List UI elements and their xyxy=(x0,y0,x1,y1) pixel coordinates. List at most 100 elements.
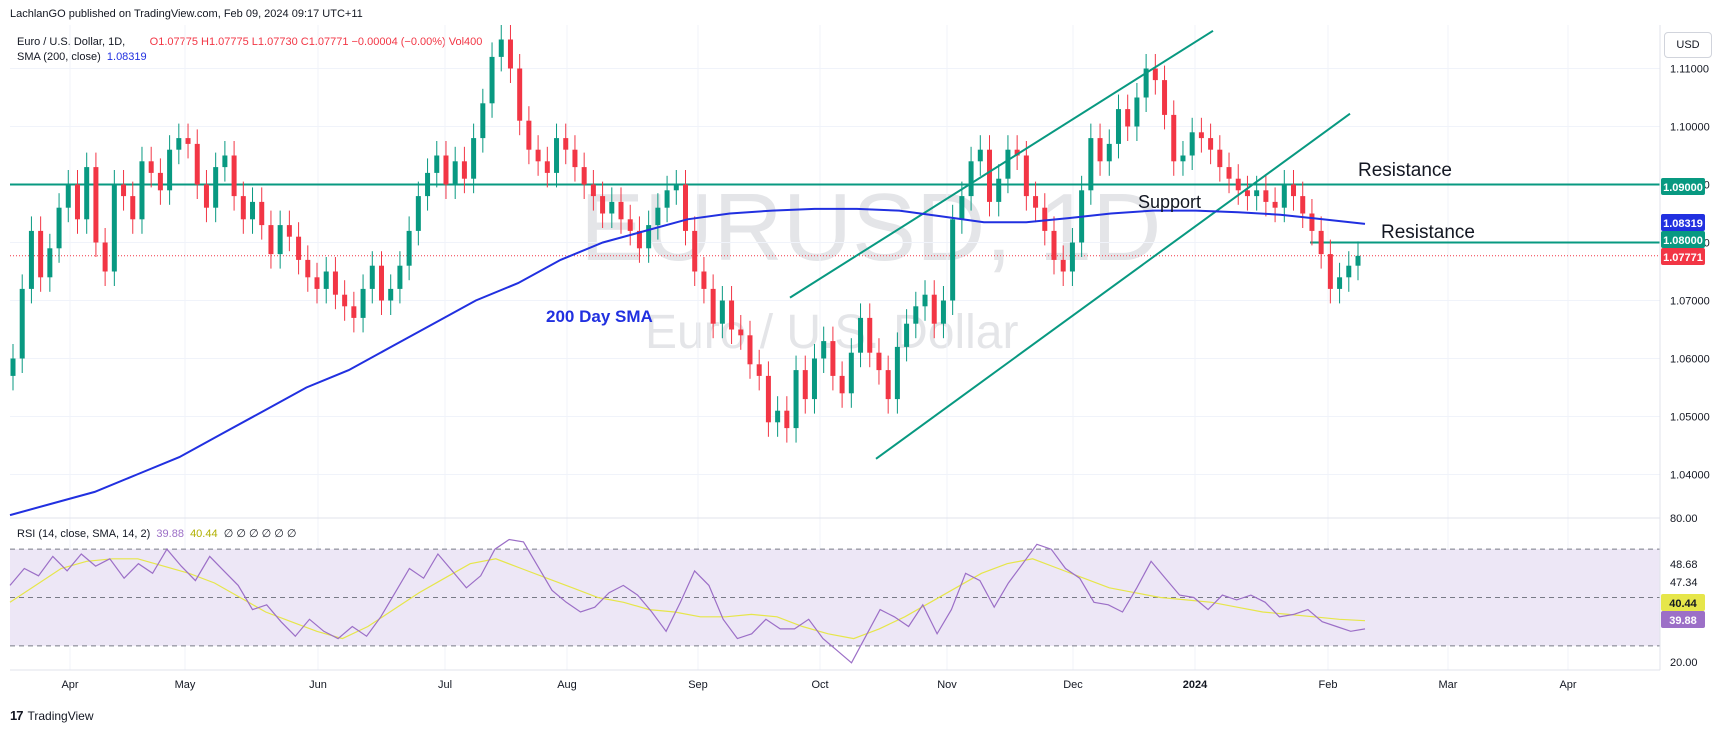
rsi-legend: RSI (14, close, SMA, 14, 2) 39.88 40.44 … xyxy=(17,527,297,540)
time-tick-label: Feb xyxy=(1319,679,1338,691)
candle-body xyxy=(397,265,403,289)
price-axis-label: 1.07771 xyxy=(1663,252,1703,264)
publisher-header: LachlanGO published on TradingView.com, … xyxy=(10,8,363,20)
candle-body xyxy=(84,167,90,220)
candle-body xyxy=(830,341,836,376)
candle-body xyxy=(867,317,873,353)
candle-body xyxy=(775,410,781,423)
rsi-axis[interactable]: 80.00 48.68 47.34 20.00 xyxy=(1670,513,1698,669)
candle-body xyxy=(388,288,394,301)
price-axis-label: 1.08000 xyxy=(1663,235,1703,247)
candle-body xyxy=(102,242,108,272)
candle-body xyxy=(305,259,311,278)
time-tick-label: Jun xyxy=(309,679,327,691)
candle-body xyxy=(1134,97,1140,127)
chart-legend: Euro / U.S. Dollar, 1D, O1.07775 H1.0777… xyxy=(17,35,482,65)
candle-body xyxy=(876,352,882,371)
candle-body xyxy=(111,184,117,272)
annotation-label: Resistance xyxy=(1358,160,1452,181)
tradingview-logo-icon[interactable]: 17 xyxy=(10,708,24,723)
currency-button[interactable]: USD xyxy=(1664,32,1712,58)
candle-body xyxy=(1337,277,1343,289)
candle-body xyxy=(1189,132,1195,156)
candle-body xyxy=(130,196,136,220)
footer: 17 TradingView xyxy=(10,708,94,723)
candle-body xyxy=(535,149,541,162)
time-tick-label: Aug xyxy=(557,679,577,691)
candle-body xyxy=(756,364,762,376)
candle-body xyxy=(38,230,44,278)
candle-body xyxy=(507,39,513,69)
candle-body xyxy=(1281,184,1287,208)
candle-body xyxy=(286,225,292,237)
candle-body xyxy=(1244,190,1250,197)
footer-brand[interactable]: TradingView xyxy=(27,708,94,723)
candle-body xyxy=(1033,196,1039,208)
candle-body xyxy=(194,143,200,185)
candle-body xyxy=(250,201,256,220)
candle-body xyxy=(1014,149,1020,156)
candle-body xyxy=(848,352,854,394)
candle-body xyxy=(1060,259,1066,272)
candle-body xyxy=(683,184,688,231)
candle-body xyxy=(1162,80,1168,115)
candle-body xyxy=(93,167,99,243)
rsi-name[interactable]: RSI (14, close, SMA, 14, 2) xyxy=(17,528,151,540)
candle-body xyxy=(554,138,560,173)
symbol-name[interactable]: Euro / U.S. Dollar, 1D, xyxy=(17,36,126,48)
candle-body xyxy=(590,184,596,197)
candle-body xyxy=(323,271,329,289)
time-axis[interactable]: Apr May Jun Jul Aug Sep Oct Nov Dec 2024 Feb Mar Apr xyxy=(61,679,1576,691)
annotation-label: 200 Day SMA xyxy=(546,307,653,326)
candle-body xyxy=(517,68,523,121)
candle-body xyxy=(987,149,993,202)
candle-body xyxy=(10,358,16,376)
candle-body xyxy=(1291,184,1297,197)
candle-body xyxy=(185,138,191,144)
candle-body xyxy=(360,288,366,318)
price-axis-label: 1.09000 xyxy=(1663,182,1703,194)
horizontal-lines[interactable] xyxy=(10,183,1660,257)
candle-body xyxy=(627,219,633,231)
candle-body xyxy=(47,248,53,278)
candle-body xyxy=(296,236,302,260)
trend-channel[interactable] xyxy=(789,29,1351,460)
time-tick-label: Nov xyxy=(937,679,957,691)
price-tick-label: 1.10000 xyxy=(1670,122,1710,134)
price-tick-label: 1.06000 xyxy=(1670,354,1710,366)
candle-body xyxy=(268,225,274,255)
candle-body xyxy=(452,161,458,185)
candle-body xyxy=(1272,201,1278,208)
candle-body xyxy=(821,341,827,359)
candle-body xyxy=(609,201,615,214)
candle-body xyxy=(1125,109,1131,127)
candle-body xyxy=(710,288,716,324)
candle-body xyxy=(1005,149,1011,179)
candle-body xyxy=(904,323,910,347)
ohlc-values: O1.07775 H1.07775 L1.07730 C1.07771 −0.0… xyxy=(149,36,483,48)
candle-body xyxy=(378,265,384,301)
candle-body xyxy=(1309,213,1315,231)
candle-body xyxy=(1198,132,1204,139)
candle-body xyxy=(443,155,449,185)
rsi-tick-label: 80.00 xyxy=(1670,513,1698,525)
candle-body xyxy=(480,103,486,139)
candle-body xyxy=(203,184,209,208)
rsi-band xyxy=(10,548,1660,647)
candle-body xyxy=(222,155,228,168)
candle-body xyxy=(1069,242,1075,272)
candle-body xyxy=(655,207,661,226)
price-chart[interactable]: EURUSD, 1D Euro / U.S. Dollar Resistance… xyxy=(0,0,1731,700)
candle-body xyxy=(922,294,928,307)
rsi-axis-label: 40.44 xyxy=(1669,598,1697,610)
candle-body xyxy=(1327,254,1333,289)
candle-body xyxy=(406,230,412,266)
price-axis[interactable]: 1.110001.100001.090001.080001.070001.060… xyxy=(1670,64,1710,482)
candle-body xyxy=(369,265,375,289)
candle-body xyxy=(544,161,550,173)
sma-indicator-name[interactable]: SMA (200, close) xyxy=(17,51,101,63)
candle-body xyxy=(1051,230,1057,260)
candle-body xyxy=(1217,149,1223,168)
sma-value: 1.08319 xyxy=(106,51,147,63)
candle-body xyxy=(1254,190,1260,197)
